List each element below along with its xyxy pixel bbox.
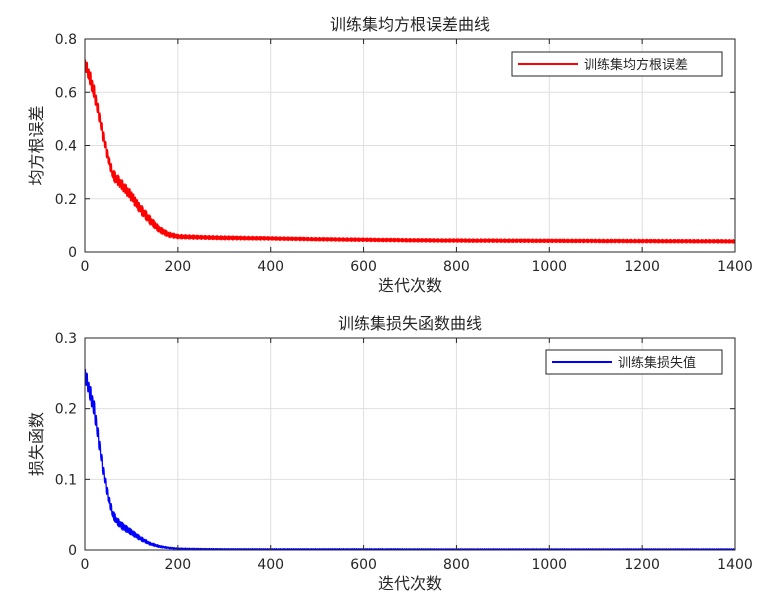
y-tick-label: 0 (68, 543, 77, 559)
x-tick-label: 800 (443, 557, 470, 573)
y-tick-label: 0.2 (55, 192, 77, 208)
legend-label: 训练集损失值 (618, 355, 696, 371)
x-tick-label: 600 (350, 557, 377, 573)
x-tick-label: 1000 (531, 259, 567, 275)
y-axis-label: 均方根误差 (27, 105, 46, 185)
x-tick-label: 800 (443, 259, 470, 275)
chart-rmse: 0 200 400 600 800 1000 1200 1400 0 0.2 0.4 0.6 0.8 训练… (27, 15, 753, 295)
chart-title: 训练集损失函数曲线 (338, 314, 482, 333)
x-tick-label: 1200 (624, 557, 660, 573)
x-tick-label: 1200 (624, 259, 660, 275)
axes-box (84, 337, 736, 551)
x-tick-label: 400 (257, 557, 284, 573)
x-tick-label: 600 (350, 259, 377, 275)
y-tick-label: 0.8 (55, 32, 77, 48)
series-line-0 (84, 59, 736, 244)
x-tick-label: 1400 (717, 259, 753, 275)
y-tick-label: 0.1 (55, 472, 77, 488)
x-tick-label: 1000 (531, 557, 567, 573)
x-tick-label: 400 (257, 259, 284, 275)
x-tick-label: 1400 (717, 557, 753, 573)
y-tick-label: 0.6 (55, 85, 77, 101)
chart-title: 训练集均方根误差曲线 (330, 15, 490, 34)
y-tick-label: 0 (68, 245, 77, 261)
x-axis-label: 迭代次数 (378, 276, 442, 295)
x-axis-label: 迭代次数 (378, 574, 442, 593)
x-tick-label: 200 (164, 557, 191, 573)
chart-loss: 0 200 400 600 800 1000 1200 1400 0 0.1 0.2 0.3 训练集损失… (27, 314, 753, 593)
legend-label: 训练集均方根误差 (584, 57, 688, 73)
x-tick-label: 0 (81, 557, 90, 573)
y-tick-label: 0.3 (55, 331, 77, 347)
y-tick-label: 0.4 (55, 139, 77, 155)
x-tick-label: 200 (164, 259, 191, 275)
y-axis-label: 损失函数 (27, 412, 46, 476)
x-tick-label: 0 (81, 259, 90, 275)
y-tick-label: 0.2 (55, 402, 77, 418)
